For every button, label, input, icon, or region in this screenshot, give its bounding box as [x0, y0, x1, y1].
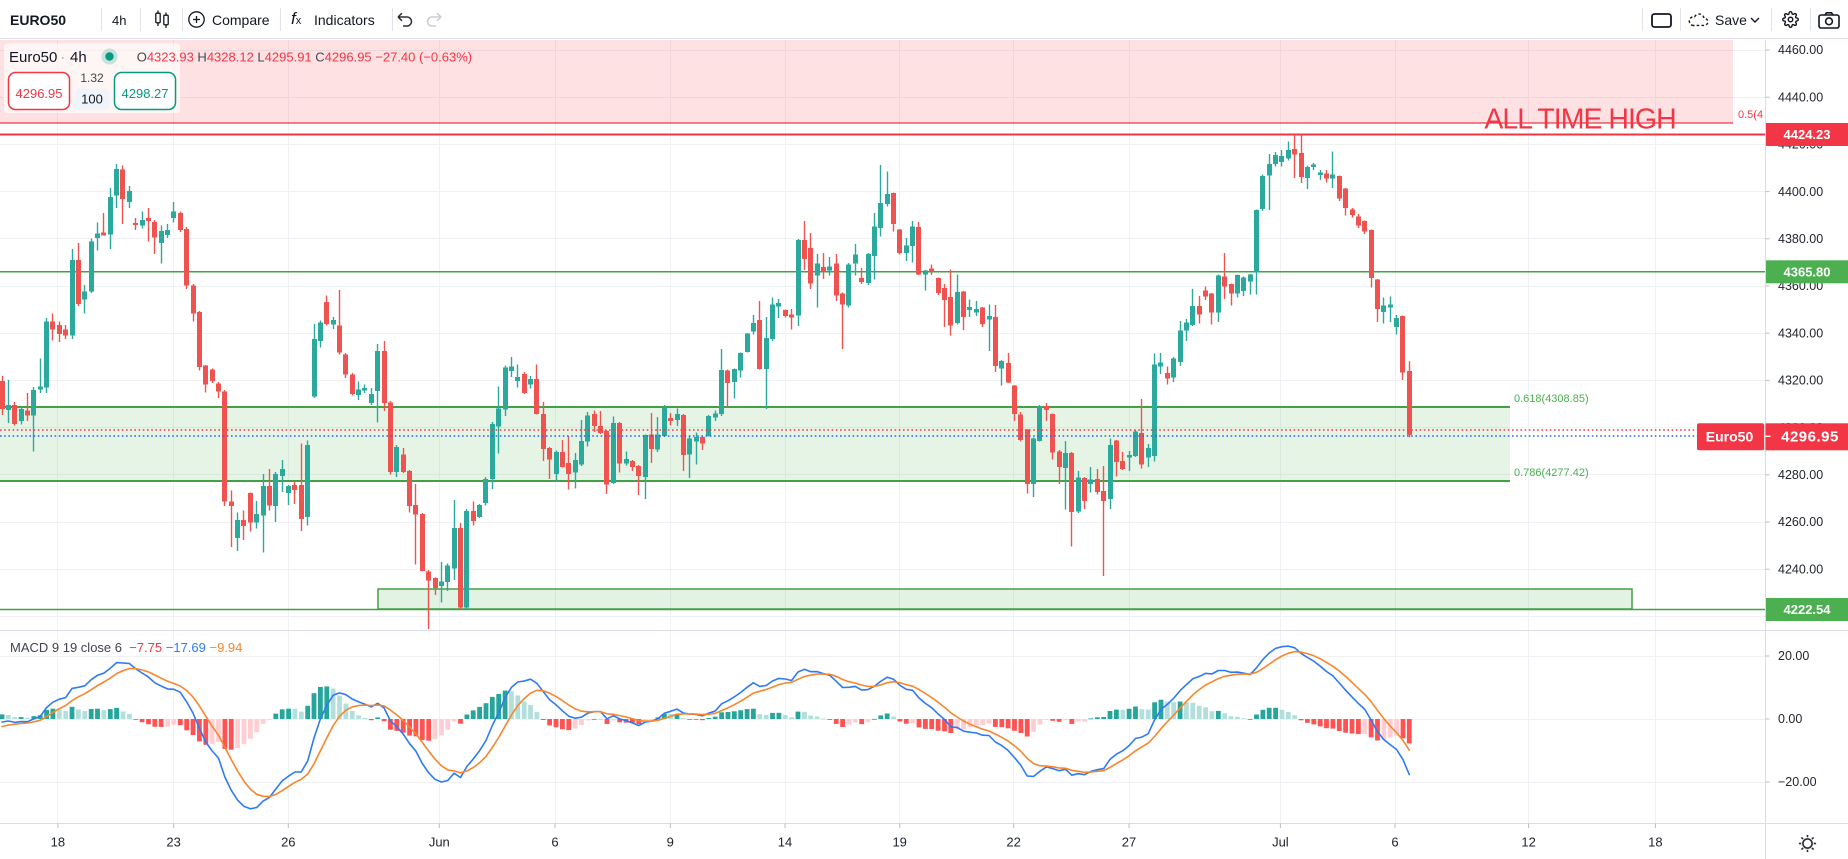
- svg-text:·: ·: [61, 52, 65, 64]
- svg-text:14: 14: [778, 835, 792, 850]
- svg-text:20.00: 20.00: [1778, 649, 1809, 663]
- svg-text:4340.00: 4340.00: [1778, 326, 1823, 340]
- svg-text:18: 18: [51, 835, 65, 850]
- svg-text:Jun: Jun: [429, 835, 450, 850]
- svg-text:4365.80: 4365.80: [1784, 264, 1831, 279]
- svg-text:ALL TIME HIGH: ALL TIME HIGH: [1484, 104, 1675, 136]
- svg-text:4240.00: 4240.00: [1778, 562, 1823, 576]
- svg-text:Jul: Jul: [1272, 835, 1289, 850]
- svg-text:4440.00: 4440.00: [1778, 90, 1823, 104]
- svg-text:6: 6: [1391, 835, 1398, 850]
- svg-text:100: 100: [81, 92, 103, 107]
- svg-text:Euro50: Euro50: [9, 49, 57, 66]
- svg-text:4280.00: 4280.00: [1778, 468, 1823, 482]
- svg-text:4222.54: 4222.54: [1784, 602, 1832, 617]
- svg-text:4296.95: 4296.95: [1781, 429, 1839, 446]
- svg-text:0.5(4: 0.5(4: [1738, 109, 1763, 121]
- svg-text:23: 23: [166, 835, 180, 850]
- svg-text:4320.00: 4320.00: [1778, 374, 1823, 388]
- svg-text:4424.23: 4424.23: [1784, 127, 1831, 142]
- svg-text:22: 22: [1006, 835, 1020, 850]
- svg-text:6: 6: [551, 835, 558, 850]
- svg-text:0.618(4308.85): 0.618(4308.85): [1514, 393, 1589, 405]
- svg-text:4380.00: 4380.00: [1778, 232, 1823, 246]
- svg-text:−20.00: −20.00: [1778, 775, 1817, 789]
- svg-text:18: 18: [1648, 835, 1662, 850]
- svg-text:4h: 4h: [70, 49, 87, 66]
- svg-text:1.32: 1.32: [80, 71, 104, 85]
- svg-text:0.786(4277.42): 0.786(4277.42): [1514, 467, 1589, 479]
- svg-text:4400.00: 4400.00: [1778, 185, 1823, 199]
- svg-text:4260.00: 4260.00: [1778, 515, 1823, 529]
- svg-text:27: 27: [1122, 835, 1136, 850]
- svg-text:19: 19: [892, 835, 906, 850]
- svg-text:MACD 9 19 close 6 −7.75 −17.6: MACD 9 19 close 6 −7.75 −17.69 −9.94: [10, 640, 242, 655]
- svg-text:26: 26: [281, 835, 295, 850]
- svg-text:O4323.93 H4328.12 L4295.91 C42: O4323.93 H4328.12 L4295.91 C4296.95 −27.…: [137, 50, 472, 65]
- svg-text:12: 12: [1521, 835, 1535, 850]
- svg-text:4298.27: 4298.27: [122, 86, 169, 101]
- svg-text:9: 9: [667, 835, 674, 850]
- svg-text:0.00: 0.00: [1778, 712, 1802, 726]
- svg-text:4296.95: 4296.95: [16, 86, 63, 101]
- svg-text:4460.00: 4460.00: [1778, 43, 1823, 57]
- svg-text:Euro50: Euro50: [1706, 429, 1754, 445]
